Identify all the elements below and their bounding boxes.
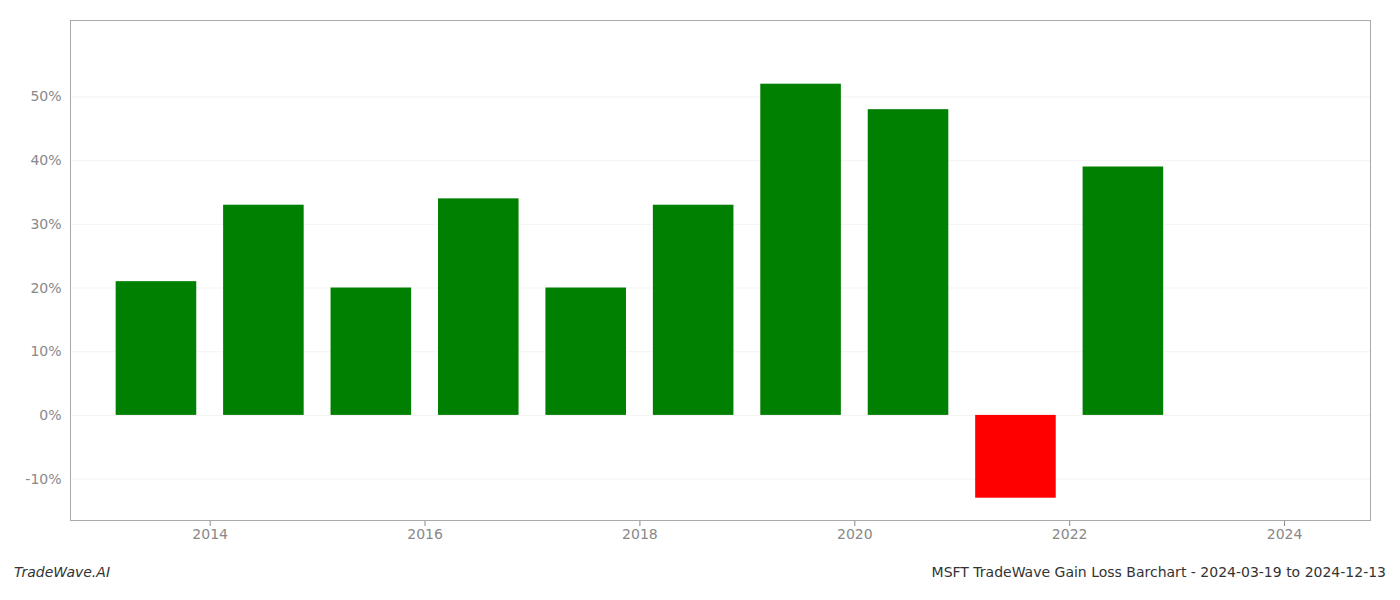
- svg-text:40%: 40%: [30, 152, 61, 168]
- svg-text:50%: 50%: [30, 88, 61, 104]
- svg-text:20%: 20%: [30, 279, 61, 295]
- svg-text:2024: 2024: [1267, 526, 1303, 542]
- svg-text:2022: 2022: [1052, 526, 1088, 542]
- html-text:MSFT TradeWave Gain Loss Barch: MSFT TradeWave Gain Loss Barchart - 2024…: [931, 564, 1386, 580]
- html-text:TradeWave.AI: TradeWave.AI: [14, 564, 110, 580]
- svg-text:-10%: -10%: [25, 471, 61, 487]
- svg-text:2016: 2016: [407, 526, 443, 542]
- svg-text:0%: 0%: [39, 407, 61, 423]
- svg-text:30%: 30%: [30, 216, 61, 232]
- svg-text:2018: 2018: [622, 526, 658, 542]
- svg-text:10%: 10%: [30, 343, 61, 359]
- svg-text:2014: 2014: [192, 526, 228, 542]
- svg-text:2020: 2020: [837, 526, 873, 542]
